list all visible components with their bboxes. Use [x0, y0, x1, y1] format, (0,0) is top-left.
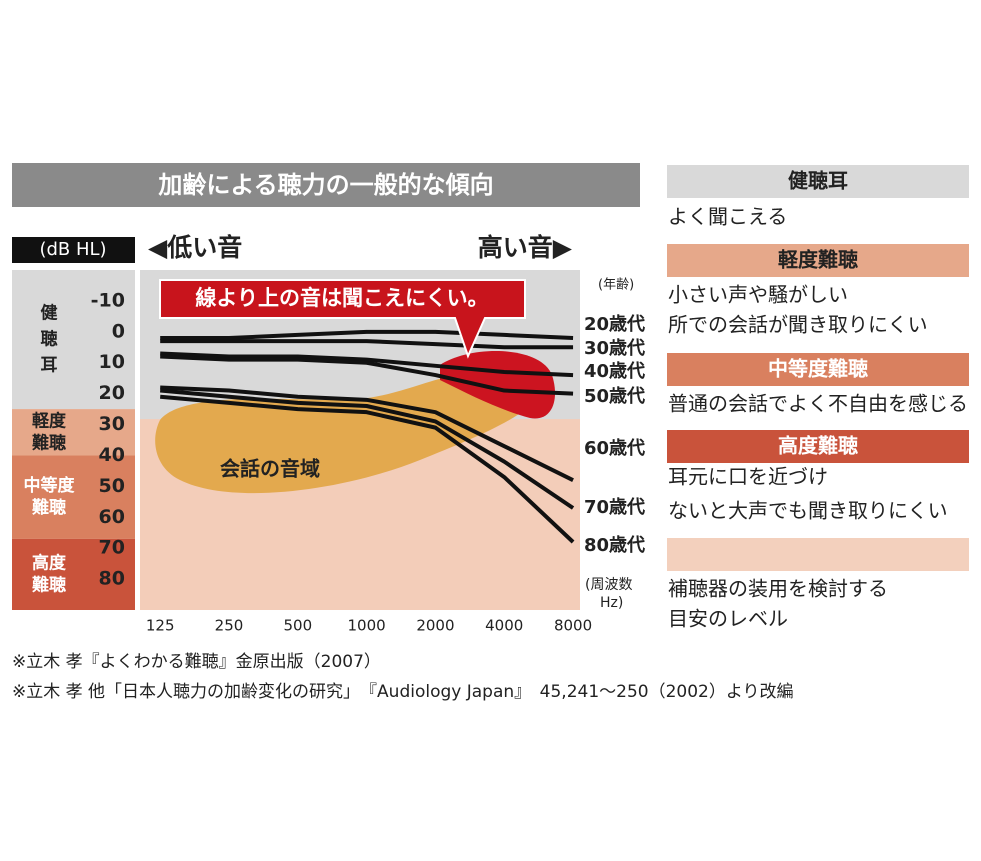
- unit-box: [12, 237, 135, 263]
- x-axis-label: Hz): [600, 595, 623, 611]
- band-label: 中等度: [24, 475, 76, 496]
- series-label: 20歳代: [584, 314, 645, 335]
- title-bar: [12, 163, 640, 207]
- legend-title: 健聴耳: [788, 169, 848, 193]
- series-line: [160, 385, 574, 482]
- band: [12, 270, 135, 410]
- y-tick-label: 0: [112, 320, 125, 342]
- legend-box: [667, 430, 969, 463]
- y-tick-label: 50: [99, 475, 125, 497]
- y-tick-label: 80: [99, 568, 125, 590]
- footnote: ※立木 孝『よくわかる難聴』金原出版（2007）: [12, 652, 381, 672]
- x-tick-label: 1000: [348, 617, 386, 635]
- band-label: 聴: [41, 330, 58, 350]
- series-label: 50歳代: [584, 386, 645, 407]
- legend-text: 小さい声や騒がしい: [668, 283, 848, 307]
- speech-label: 会話の音域: [220, 457, 320, 481]
- legend-text: 補聴器の装用を検討する: [668, 577, 888, 601]
- legend-box: [667, 165, 969, 198]
- series-line: [160, 388, 575, 510]
- legend-text: 所での会話が聞き取りにくい: [668, 313, 928, 337]
- x-tick-label: 2000: [416, 617, 454, 635]
- series-label: 60歳代: [584, 438, 645, 459]
- band: [12, 455, 135, 539]
- series-label: 70歳代: [584, 497, 645, 518]
- band: [12, 538, 135, 610]
- y-tick-label: 60: [99, 506, 125, 528]
- speech-area: [155, 370, 542, 494]
- y-axis-label: (dB HL): [39, 239, 106, 260]
- legend-text: よく聞こえる: [668, 205, 787, 229]
- y-tick-label: 40: [99, 444, 125, 466]
- band-label: 難聴: [32, 497, 66, 518]
- series-line: [160, 394, 575, 544]
- y-tick-label: 70: [99, 537, 125, 559]
- band-label: 耳: [41, 356, 58, 376]
- age-label: (年齢): [598, 278, 634, 293]
- legend-title: 軽度難聴: [778, 248, 858, 272]
- annotation: 線より上の音は聞こえにくい。: [195, 286, 488, 310]
- x-tick-label: 8000: [554, 617, 592, 635]
- legend-text: 耳元に口を近づけ: [668, 465, 828, 489]
- x-tick-label: 125: [146, 617, 175, 635]
- band-label: 難聴: [32, 432, 66, 453]
- band-label: 難聴: [32, 574, 66, 595]
- legend-text: 普通の会話でよく不自由を感じる: [668, 392, 968, 416]
- band-label: 軽度: [32, 410, 67, 431]
- callout: [159, 279, 526, 359]
- high-label: 高い音▶: [478, 233, 573, 262]
- y-tick-label: 30: [99, 413, 125, 435]
- series-line: [160, 339, 574, 350]
- footnote: ※立木 孝 他「日本人聴力の加齢変化の研究」 『Audiology Japan』…: [12, 682, 794, 702]
- x-tick-label: 500: [283, 617, 312, 635]
- band-label: 健: [41, 303, 58, 324]
- legend-box: [667, 538, 969, 571]
- band: [12, 409, 135, 456]
- series-label: 80歳代: [584, 535, 645, 556]
- legend-box: [667, 244, 969, 277]
- series-line: [160, 351, 574, 378]
- y-tick-label: 10: [99, 351, 125, 373]
- x-axis-label: (周波数: [585, 577, 632, 593]
- chart-title: 加齢による聴力の一般的な傾向: [158, 171, 493, 199]
- y-tick-label: 20: [99, 382, 125, 404]
- series-line: [160, 354, 574, 396]
- series-label: 30歳代: [584, 338, 645, 359]
- legend-text: 目安のレベル: [668, 607, 788, 631]
- legend-title: 高度難聴: [778, 434, 858, 458]
- y-tick-label: -10: [91, 289, 125, 311]
- x-tick-label: 250: [215, 617, 244, 635]
- series-label: 40歳代: [584, 361, 645, 382]
- legend-text: ないと大声でも聞き取りにくい: [668, 499, 948, 523]
- series-line: [160, 329, 574, 340]
- band-label: 高度: [32, 552, 67, 573]
- low-label: ◀低い音: [148, 233, 242, 262]
- x-tick-label: 4000: [485, 617, 523, 635]
- legend-title: 中等度難聴: [768, 357, 868, 381]
- legend-box: [667, 353, 969, 386]
